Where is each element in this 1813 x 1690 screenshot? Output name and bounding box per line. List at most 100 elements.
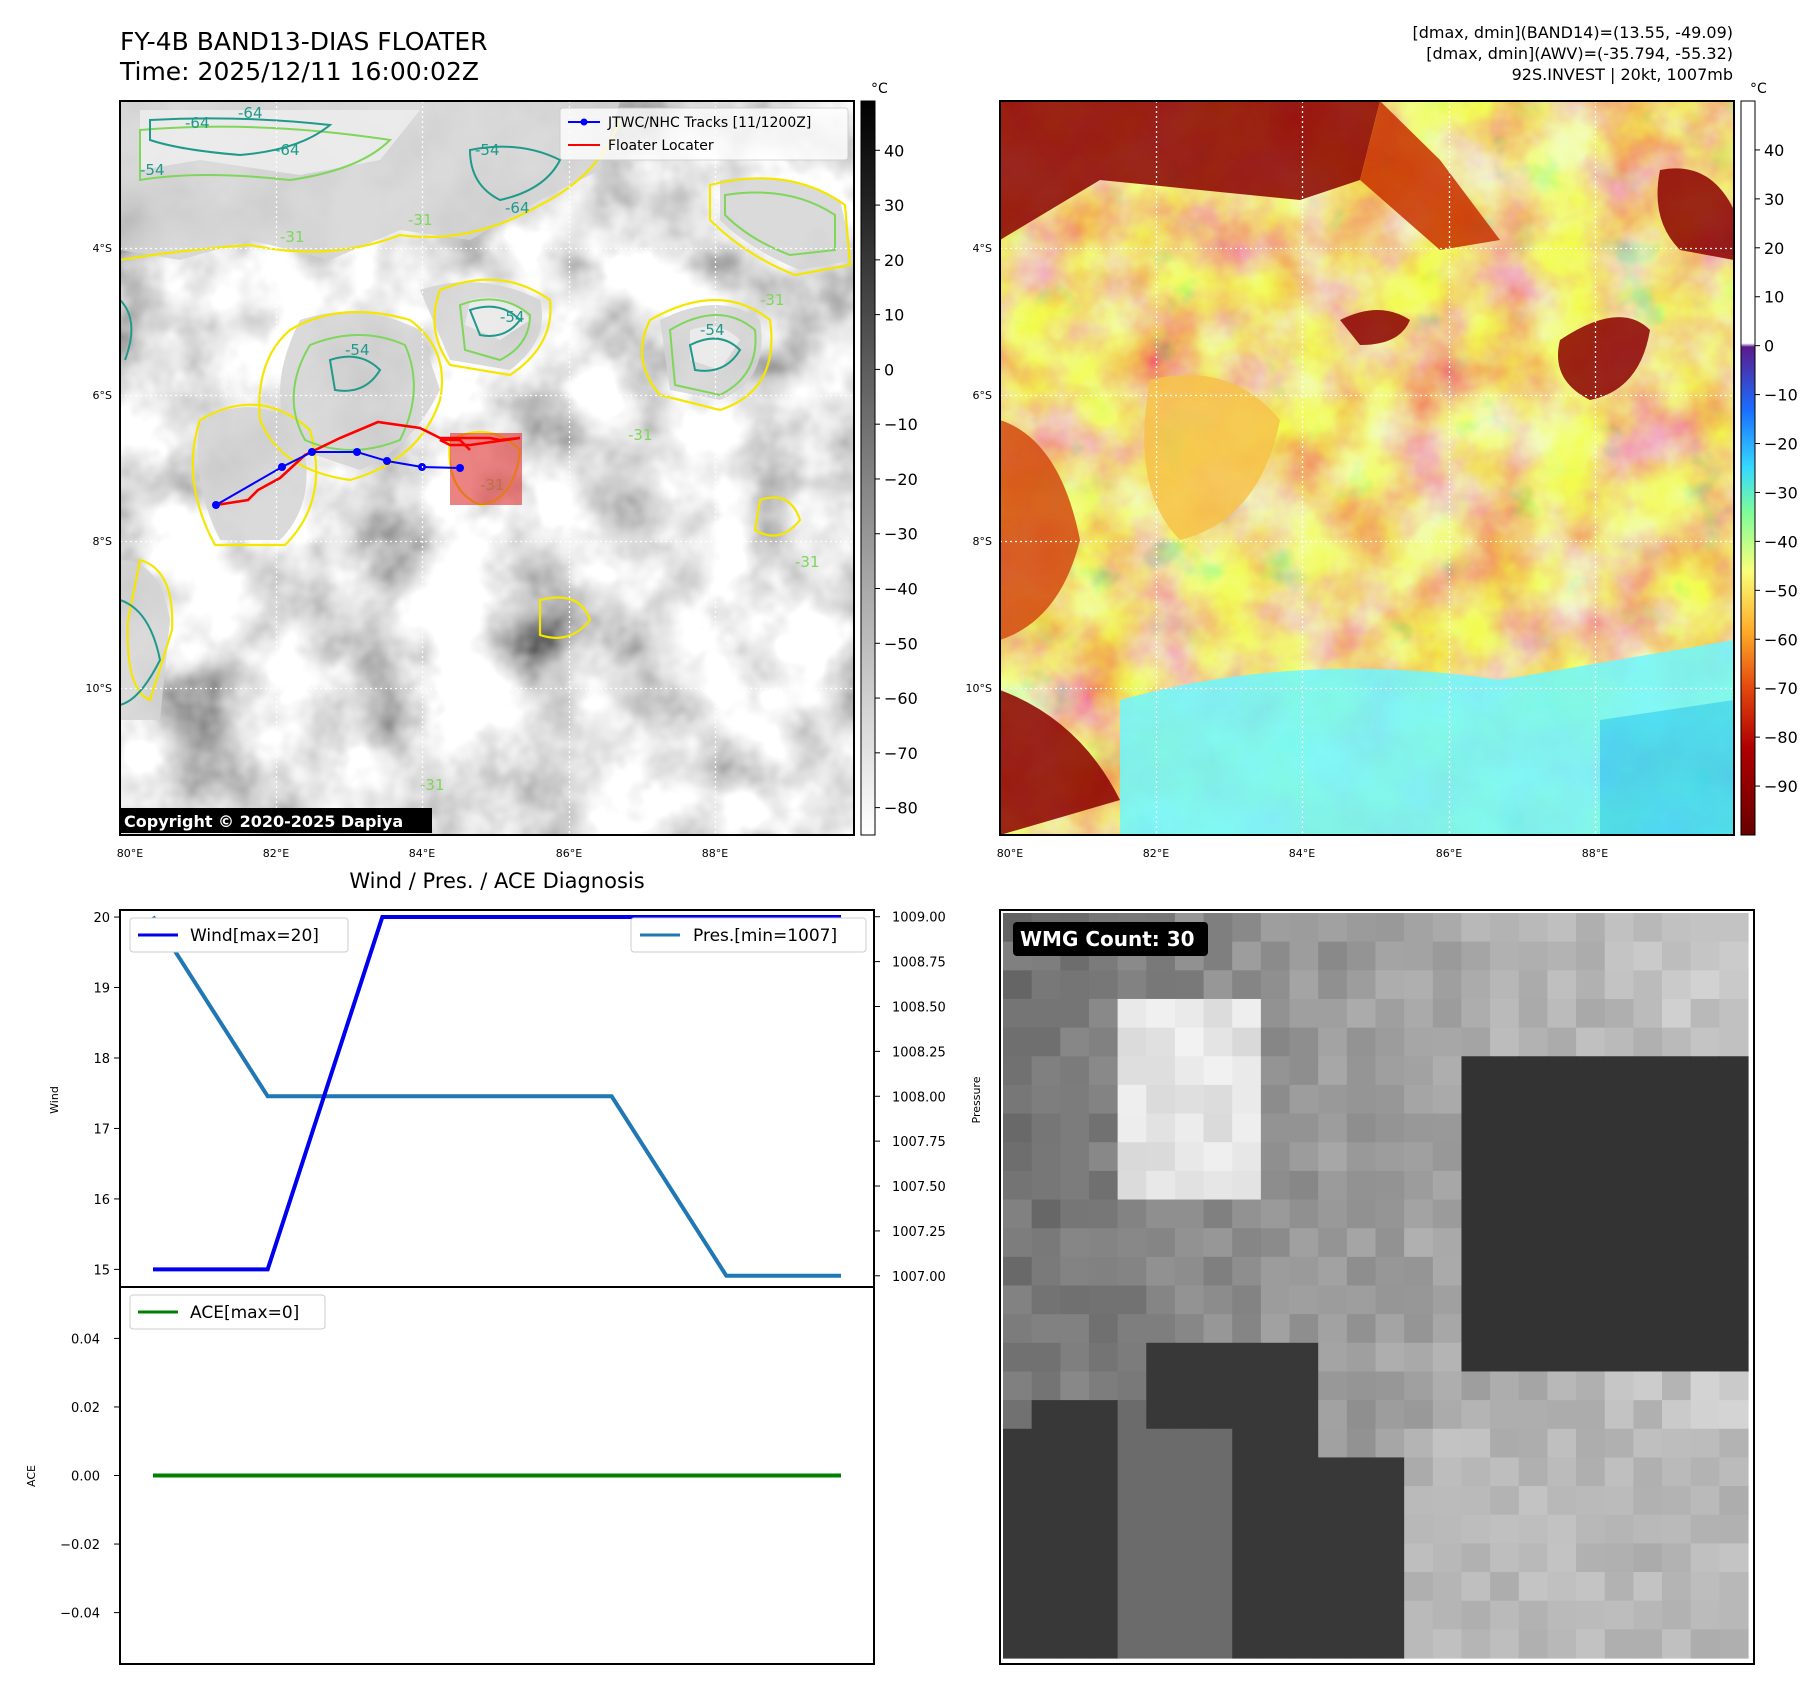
wind-tick-label: 16	[93, 1193, 110, 1208]
wmg-cell	[1604, 1285, 1634, 1315]
wmg-cell	[1232, 998, 1262, 1029]
wmg-cell	[1031, 1170, 1061, 1201]
wmg-cell	[1490, 1056, 1520, 1086]
wmg-cell	[1003, 1600, 1033, 1630]
wmg-cell	[1690, 1084, 1720, 1115]
wmg-cell	[1633, 970, 1663, 1000]
wind-series-line	[153, 915, 841, 1272]
wmg-cell	[1547, 1600, 1577, 1630]
wmg-cell	[1117, 1543, 1147, 1573]
colorbar-tick-label: −50	[1764, 581, 1798, 600]
wmg-cell	[1576, 913, 1606, 943]
svg-text:°C: °C	[1750, 81, 1767, 97]
wv-gridlines	[1000, 101, 1734, 835]
info-storm: 92S.INVEST | 20kt, 1007mb	[1512, 65, 1733, 84]
wmg-cell	[1432, 1084, 1463, 1115]
ir-colorbar: °C 40 30 20 10 0 −10 −20 −30 −40 −50 −60 −70 −80	[860, 81, 918, 836]
wmg-cell	[1576, 1084, 1606, 1115]
wmg-cell	[1547, 1371, 1577, 1401]
wmg-cell	[1146, 1428, 1176, 1459]
wmg-cell	[1174, 1600, 1205, 1630]
wmg-cell	[1662, 1056, 1692, 1086]
wmg-cell	[1289, 1142, 1319, 1172]
wmg-cell	[1518, 913, 1549, 943]
wmg-cell	[1490, 1543, 1520, 1573]
wmg-cell	[1461, 1170, 1491, 1201]
wmg-cell	[1432, 1285, 1463, 1315]
wmg-cell	[1518, 1228, 1549, 1258]
wmg-cell	[1031, 1285, 1061, 1315]
wmg-cell	[1232, 1113, 1262, 1143]
wmg-cell	[1346, 998, 1377, 1029]
wmg-cell	[1146, 1228, 1176, 1258]
wmg-cell	[1060, 1285, 1090, 1315]
wmg-cell	[1604, 1457, 1634, 1487]
wmg-cell	[1662, 1027, 1692, 1057]
wmg-cell	[1088, 1084, 1119, 1115]
wmg-cell	[1203, 1056, 1233, 1086]
wmg-cell	[1060, 1514, 1090, 1544]
wmg-cell	[1719, 1256, 1749, 1287]
colorbar-tick-label: −40	[884, 580, 918, 599]
wmg-cell	[1604, 1428, 1634, 1459]
wmg-cell	[1461, 1142, 1491, 1172]
wmg-cell	[1088, 1142, 1119, 1172]
wmg-cell	[1518, 1600, 1549, 1630]
wmg-cell	[1432, 970, 1463, 1000]
wmg-cell	[1003, 1084, 1033, 1115]
wmg-cell	[1060, 1342, 1090, 1373]
colorbar-tick-label: 30	[1764, 190, 1784, 209]
wmg-cell	[1003, 1056, 1033, 1086]
wmg-cell	[1174, 1056, 1205, 1086]
svg-text:4°S: 4°S	[93, 242, 112, 255]
wmg-cell	[1690, 1572, 1720, 1602]
wmg-cell	[1146, 1629, 1176, 1659]
wmg-cell	[1174, 1514, 1205, 1544]
wmg-cell	[1289, 1572, 1319, 1602]
wmg-cell	[1690, 1199, 1720, 1229]
wmg-cell	[1289, 1027, 1319, 1057]
wmg-cell	[1604, 998, 1634, 1029]
wmg-cell	[1346, 1342, 1377, 1373]
colorbar-tick-label: 20	[884, 251, 904, 270]
wmg-cell	[1547, 1199, 1577, 1229]
wmg-cell	[1232, 1084, 1262, 1115]
wmg-cell	[1547, 1486, 1577, 1516]
diagnosis-title: Wind / Pres. / ACE Diagnosis	[349, 869, 644, 893]
wmg-cell	[1518, 1142, 1549, 1172]
wmg-cell	[1576, 1572, 1606, 1602]
copyright-text: Copyright © 2020-2025 Dapiya	[124, 812, 403, 831]
wind-pres-series	[151, 915, 842, 1278]
wmg-cell	[1289, 1543, 1319, 1573]
wmg-cell	[1432, 1027, 1463, 1057]
wmg-cell	[1461, 941, 1491, 971]
wmg-cell	[1003, 1314, 1033, 1344]
wmg-cell	[1576, 1142, 1606, 1172]
wmg-cell	[1318, 1400, 1348, 1430]
wmg-cell	[1031, 1428, 1061, 1459]
wmg-cell	[1662, 1199, 1692, 1229]
wmg-cell	[1404, 1514, 1434, 1544]
colorbar-tick-label: −20	[884, 470, 918, 489]
wmg-cell	[1203, 1256, 1233, 1287]
colorbar-tick-label: −10	[1764, 386, 1798, 405]
wmg-cell	[1432, 1256, 1463, 1287]
wmg-cell	[1203, 1113, 1233, 1143]
wmg-cell	[1490, 1228, 1520, 1258]
wmg-cell	[1690, 913, 1720, 943]
wmg-cell	[1031, 1400, 1061, 1430]
wmg-cell	[1031, 1056, 1061, 1086]
wmg-cell	[1260, 1170, 1291, 1201]
wmg-cell	[1117, 1027, 1147, 1057]
wmg-cell	[1633, 1199, 1663, 1229]
wmg-cell	[1633, 1084, 1663, 1115]
wind-pres-axes	[119, 909, 875, 1288]
wmg-cell	[1604, 1170, 1634, 1201]
wmg-cell	[1633, 1486, 1663, 1516]
wmg-cell	[1318, 1027, 1348, 1057]
wmg-cell	[1432, 1514, 1463, 1544]
ace-axis-label: ACE	[25, 1465, 38, 1487]
wmg-cell	[1060, 1256, 1090, 1287]
wmg-cell	[1604, 1142, 1634, 1172]
wmg-cell	[1490, 1486, 1520, 1516]
